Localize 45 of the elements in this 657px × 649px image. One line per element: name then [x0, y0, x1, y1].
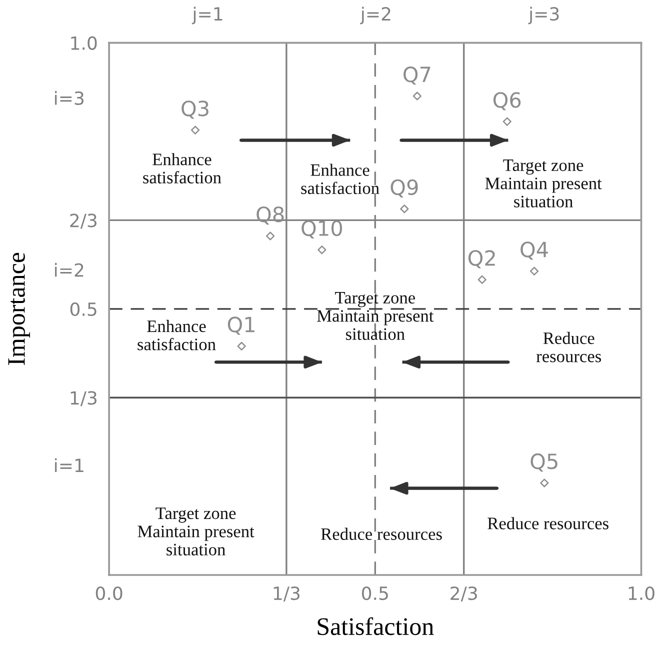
text: i=2	[55, 262, 84, 277]
y-tick-label: 2/3	[70, 214, 97, 229]
point	[540, 478, 549, 488]
x-tick-label: 2/3	[450, 586, 477, 602]
annotation: Q5	[530, 453, 558, 472]
x-tick-label: 1/3	[274, 586, 300, 602]
annotation: Q10	[302, 220, 342, 238]
annotation: Q9	[390, 179, 418, 198]
y-tick-label: 0.5	[70, 302, 96, 316]
annotation: Reduce resources	[536, 332, 602, 362]
annotation: Q4	[520, 242, 548, 260]
text: j=2	[360, 6, 390, 24]
annotation: Q3	[182, 100, 208, 119]
point	[412, 92, 422, 100]
point	[478, 275, 486, 284]
point	[530, 266, 539, 276]
annotation: Enhance satisfaction	[138, 320, 216, 350]
text: j=1	[192, 6, 222, 24]
y-tick-label: 1.0	[71, 36, 97, 50]
annotation: Reduce resources	[321, 528, 442, 540]
point	[502, 117, 512, 126]
annotation: Q2	[468, 250, 495, 268]
text: j=3	[528, 6, 559, 24]
annotation: Q1	[228, 316, 254, 335]
annotation: Reduce resources	[488, 517, 608, 530]
point	[237, 342, 246, 350]
annotation: Q7	[404, 66, 430, 85]
y-tick-label: 1/3	[70, 391, 97, 406]
text: i=1	[55, 458, 84, 472]
annotation: Target zone Maintain present situation	[138, 508, 254, 556]
point	[190, 126, 200, 134]
point	[400, 204, 409, 214]
annotation: Target zone Maintain present situation	[317, 292, 434, 340]
annotation: Target zone Maintain present situation	[485, 160, 602, 208]
annotation: Enhance satisfaction	[143, 153, 222, 184]
point	[266, 232, 275, 240]
x-tick-label: 0.0	[96, 586, 122, 600]
y-axis-title: Importance	[8, 252, 30, 365]
x-axis-title: Satisfaction	[318, 617, 434, 636]
annotation: Q6	[493, 92, 521, 110]
point	[318, 246, 326, 254]
text: i=3	[55, 91, 84, 106]
x-tick-label: 0.5	[362, 586, 388, 600]
x-tick-label: 1.0	[628, 586, 654, 600]
annotation: Enhance satisfaction	[301, 164, 380, 194]
